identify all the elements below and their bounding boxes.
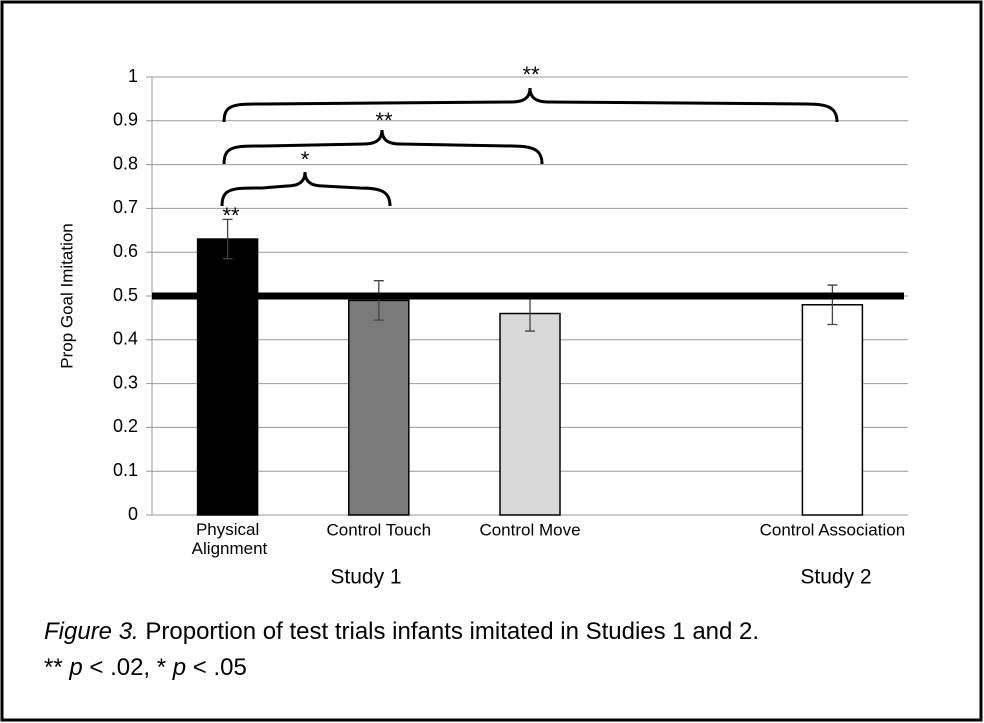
y-tick-label: 0.5 <box>113 285 138 305</box>
annotation: ** <box>522 62 540 87</box>
x-tick-label: Control Touch <box>327 520 432 539</box>
annotation: ** <box>222 203 240 228</box>
note: < .05 <box>186 654 247 681</box>
y-tick-label: 0.8 <box>113 153 138 173</box>
bar <box>196 238 259 516</box>
y-axis-title: Prop Goal Imitation <box>57 223 76 369</box>
caption-label: Figure 3. <box>44 618 139 645</box>
group-label: Study 1 <box>330 566 401 589</box>
y-tick-label: 0.7 <box>113 197 138 217</box>
caption-line: Figure 3. Proportion of test trials infa… <box>44 617 759 647</box>
y-tick-label: 0 <box>128 504 138 524</box>
error-bar <box>827 284 838 326</box>
note: ** <box>44 654 70 681</box>
caption-text: Proportion of test trials infants imitat… <box>138 618 760 645</box>
y-tick-label: 0.1 <box>113 460 138 480</box>
y-tick-label: 0.6 <box>113 241 138 261</box>
y-tick-label: 0.3 <box>113 372 138 392</box>
bar <box>348 299 410 516</box>
bar <box>801 304 864 516</box>
y-tick-label: 0.2 <box>113 416 138 436</box>
x-tick-label: Physical Alignment <box>188 520 268 558</box>
note: p <box>69 654 83 681</box>
brace <box>222 87 839 123</box>
y-tick-label: 1 <box>128 66 138 86</box>
note: < .02, * <box>82 654 173 681</box>
bar <box>499 312 561 516</box>
x-tick-label: Control Move <box>479 520 580 539</box>
annotation: * <box>301 147 310 172</box>
caption-note: ** p < .02, * p < .05 <box>44 653 247 683</box>
note: p <box>172 654 187 681</box>
annotation: ** <box>375 108 393 133</box>
y-tick-label: 0.4 <box>113 329 138 349</box>
y-tick-label: 0.9 <box>113 110 138 130</box>
group-label: Study 2 <box>800 566 871 589</box>
error-bar <box>222 218 233 260</box>
error-bar <box>373 280 384 321</box>
brace <box>222 129 544 165</box>
brace <box>220 171 392 207</box>
x-tick-label: Control Association <box>760 520 906 539</box>
